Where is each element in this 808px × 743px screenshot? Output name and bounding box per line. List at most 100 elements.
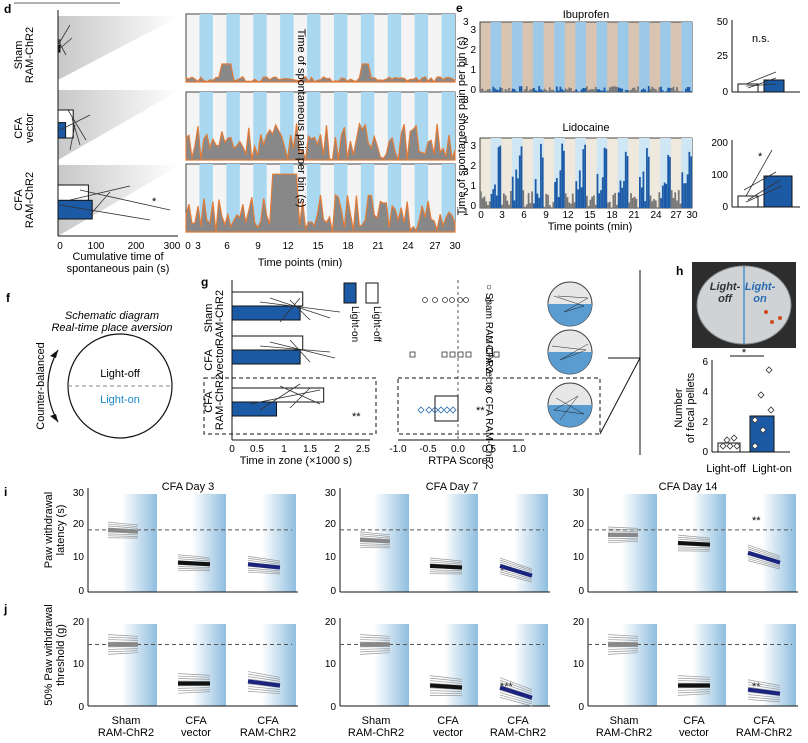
e-bottom-yticks: 0 1 2 3 [470, 141, 476, 212]
svg-text:4: 4 [702, 387, 708, 398]
e-bin-1-2 [483, 196, 486, 208]
h-photo-on-2: on [753, 293, 767, 305]
j-light-on-2-0 [622, 624, 657, 706]
g-arena-images [547, 281, 593, 428]
e-bin-1-110 [674, 192, 677, 208]
e-bin-0-37 [545, 90, 548, 92]
svg-text:0.5: 0.5 [250, 444, 264, 455]
j-pair-1-2 [499, 682, 533, 695]
e-bin-1-87 [633, 196, 636, 208]
e-ylabel: Time of spontaneous pain per bin (s) [456, 37, 468, 216]
e-bin-1-57 [580, 187, 583, 208]
e-bin-1-6 [490, 193, 493, 208]
e-bin-0-107 [669, 87, 671, 92]
svg-text:20: 20 [573, 617, 585, 628]
svg-text:2: 2 [470, 161, 476, 172]
e-bin-1-61 [587, 205, 590, 208]
svg-text:2: 2 [702, 417, 708, 428]
panel-f: f Schematic diagram Real-time place aver… [6, 291, 173, 439]
i-pair-1-1 [429, 557, 463, 562]
svg-text:0: 0 [722, 87, 728, 98]
j-pair-2-0 [607, 652, 639, 655]
d-trace-ytick: 2 [463, 37, 469, 48]
e-light-on-1-8 [660, 138, 671, 208]
svg-text:10: 10 [573, 659, 585, 670]
e-bin-1-96 [649, 195, 652, 208]
e-bin-0-92 [642, 88, 645, 92]
i-pair-0-2 [247, 556, 281, 562]
i-pair-0-1 [177, 558, 211, 562]
e-bin-1-119 [690, 156, 692, 208]
i-pair-2-0 [607, 541, 639, 544]
svg-text:24: 24 [650, 210, 662, 221]
e-bin-1-39 [548, 205, 551, 208]
i-pair-0-0 [107, 523, 139, 528]
svg-text:30: 30 [73, 488, 85, 499]
e-bin-0-94 [646, 91, 648, 92]
j-pair-1-1 [429, 677, 463, 682]
e-bin-0-49 [566, 89, 569, 92]
i-pair-1-2 [499, 557, 533, 570]
e-bin-1-35 [541, 157, 544, 208]
j-pair-0-2 [247, 683, 281, 688]
svg-text:2: 2 [334, 444, 340, 455]
e-bin-1-56 [578, 170, 581, 208]
e-bin-0-50 [568, 87, 571, 92]
j-pair-0-1 [177, 689, 211, 692]
e-bin-0-61 [587, 90, 590, 92]
svg-text:9: 9 [255, 241, 261, 252]
e-bin-0-8 [494, 88, 496, 92]
e-bin-0-76 [614, 86, 617, 92]
g-rtpa-sig: ** [476, 405, 485, 417]
d-trace-1 [185, 122, 456, 161]
i-pair-2-1 [677, 538, 711, 542]
svg-text:27: 27 [670, 210, 682, 221]
d-trace-2 [185, 173, 456, 233]
svg-text:-0.5: -0.5 [419, 444, 437, 455]
e-bin-0-62 [589, 89, 592, 92]
i-title-1: CFA Day 3 [162, 481, 215, 493]
e-bin-1-42 [554, 181, 556, 208]
e-bin-1-90 [639, 176, 641, 208]
e-bin-1-49 [566, 197, 569, 208]
g-bar-off-1 [231, 335, 304, 351]
e-bin-1-102 [660, 198, 662, 208]
svg-text:CFA: CFA [507, 715, 529, 727]
svg-text:0: 0 [702, 447, 708, 458]
d-trace-ytick: 2 [463, 115, 469, 126]
j-pair-2-2 [747, 681, 781, 688]
e-bin-1-37 [545, 193, 548, 208]
e-bin-1-1 [481, 198, 484, 208]
h-points [719, 366, 775, 450]
i-light-on-0-2 [262, 494, 296, 592]
e-bin-0-117 [686, 87, 689, 92]
e-bin-0-70 [603, 87, 606, 92]
j-light-on-0-2 [262, 624, 296, 706]
j-pair-2-2 [747, 699, 781, 703]
e-bin-0-112 [677, 90, 680, 92]
i-pair-0-2 [247, 559, 281, 565]
e-bin-0-53 [573, 90, 576, 92]
panel-d: d ShamRAM-ChR2 CFAvector CFARAM-ChR2 * 0… [4, 2, 469, 275]
panel-h: h Light- off Light- on Number of fecal p… [673, 262, 796, 475]
e-bin-1-64 [593, 195, 595, 208]
g-rtpa-legend-1: ○ Sham RAM-ChR2 [483, 284, 494, 373]
g-rtpa-legend-3: ◇ CFA RAM-ChR2 [483, 386, 494, 470]
d-bar-on-1 [57, 122, 67, 139]
j-pair-1-0 [359, 639, 391, 641]
svg-text:Sham: Sham [362, 715, 391, 727]
e-bin-0-63 [591, 89, 594, 92]
j-pair-1-1 [429, 675, 463, 680]
j-pair-0-2 [247, 688, 281, 692]
e-bin-0-89 [637, 86, 639, 92]
svg-text:24: 24 [402, 241, 414, 252]
e-bin-0-78 [617, 87, 620, 92]
i-pair-0-1 [177, 566, 211, 568]
e-bin-1-85 [630, 193, 632, 208]
g-bar-xlabel: Time in zone (×1000 s) [240, 455, 352, 467]
e-bin-1-95 [647, 156, 650, 208]
svg-text:12: 12 [562, 210, 574, 221]
svg-text:30: 30 [325, 488, 337, 499]
h-photo-on-1: Light- [745, 281, 776, 293]
i-pair-0-1 [177, 568, 211, 570]
